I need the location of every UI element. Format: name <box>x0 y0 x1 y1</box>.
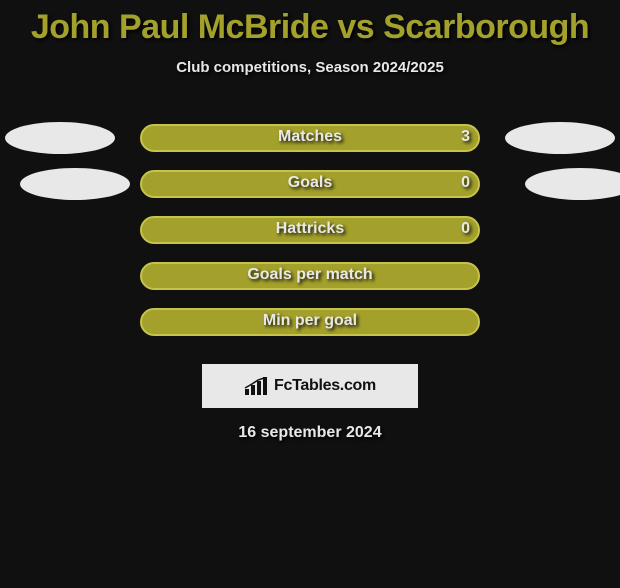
footer-date: 16 september 2024 <box>0 424 620 442</box>
left-ellipse <box>5 122 115 154</box>
stat-row: Min per goal <box>0 308 620 354</box>
stat-value: 0 <box>461 220 470 238</box>
stat-label: Min per goal <box>0 312 620 330</box>
stat-row: Matches3 <box>0 124 620 170</box>
stat-row: Goals0 <box>0 170 620 216</box>
right-ellipse <box>525 168 620 200</box>
stat-label: Goals per match <box>0 266 620 284</box>
left-ellipse <box>20 168 130 200</box>
stat-rows: Matches3Goals0Hattricks0Goals per matchM… <box>0 124 620 354</box>
stat-label: Hattricks <box>0 220 620 238</box>
stat-row: Goals per match <box>0 262 620 308</box>
source-badge[interactable]: FcTables.com <box>202 364 418 408</box>
page-title: John Paul McBride vs Scarborough <box>0 8 620 47</box>
stat-row: Hattricks0 <box>0 216 620 262</box>
source-badge-text: FcTables.com <box>274 377 376 395</box>
right-ellipse <box>505 122 615 154</box>
stat-value: 3 <box>461 128 470 146</box>
subtitle: Club competitions, Season 2024/2025 <box>0 59 620 76</box>
bar-chart-icon <box>244 377 268 395</box>
stat-value: 0 <box>461 174 470 192</box>
